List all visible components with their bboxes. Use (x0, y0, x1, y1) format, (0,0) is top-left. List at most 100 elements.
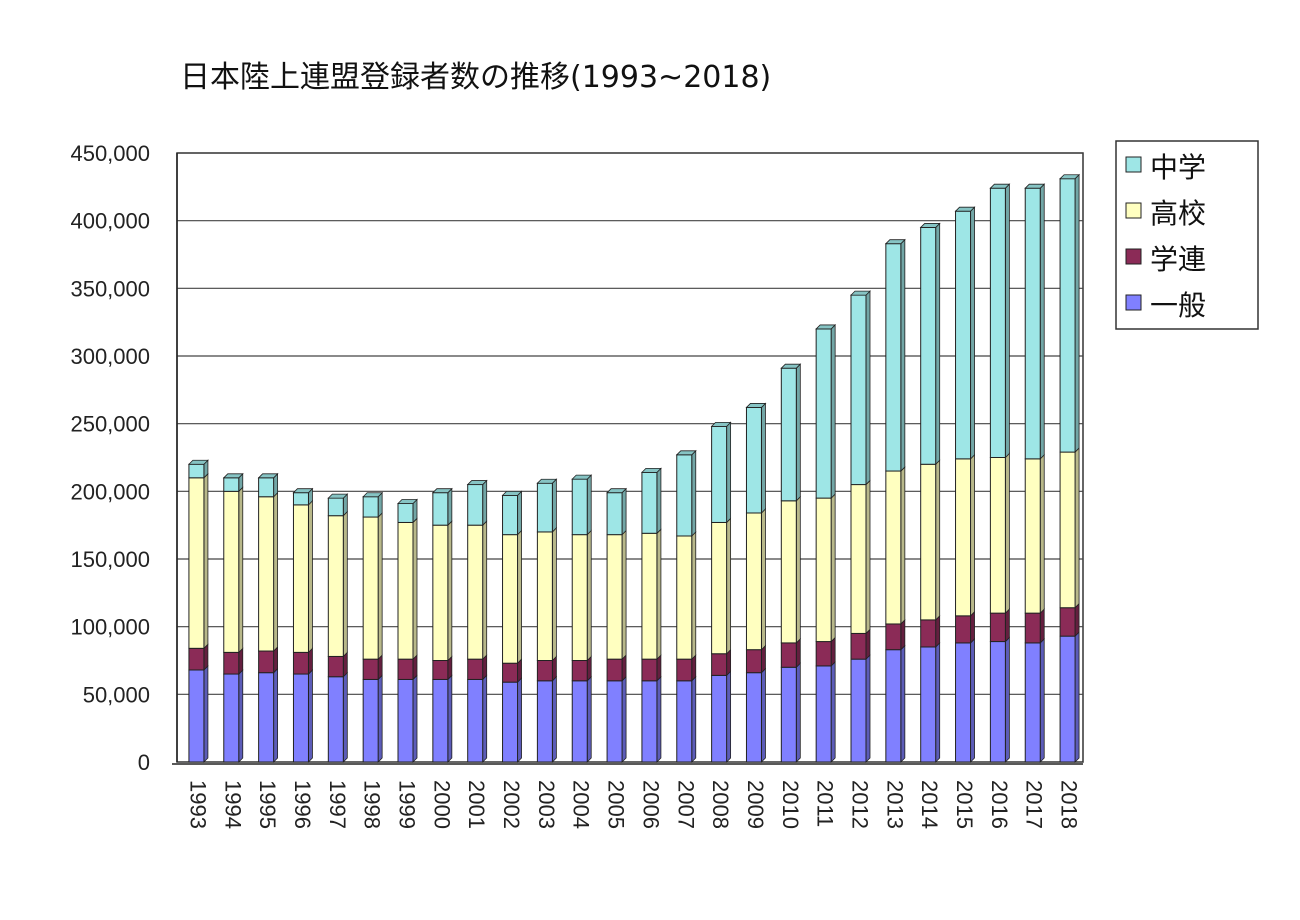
bar-segment-学連 (885, 623, 902, 651)
bar-segment-中学 (571, 478, 588, 536)
bar-segment-学連 (223, 651, 240, 675)
bar-segment-side (342, 510, 348, 658)
bar-segment-side (691, 675, 697, 763)
legend-swatch (1125, 294, 1142, 311)
x-tick-labels: 1993 1994 1995 1996 1997 1998 1999 2000 2001 2002… (185, 780, 1081, 829)
bar-segment-一般 (467, 678, 484, 763)
bar-segment-高校 (258, 496, 275, 652)
bar-segment-学連 (1059, 607, 1076, 637)
bar-top (397, 499, 418, 504)
bar-segment-side (935, 459, 941, 621)
bar-top (257, 473, 279, 479)
bar-segment-中学 (885, 243, 902, 472)
bar-segment-side (1074, 447, 1080, 609)
bar-segment-side (447, 674, 453, 763)
legend-label: 一般 (1150, 289, 1206, 322)
bar-segment-side (656, 467, 662, 535)
bar-segment-side (691, 449, 697, 537)
bar-segment-学連 (571, 660, 588, 682)
bar-segment-side (342, 671, 348, 763)
bar-top (466, 480, 488, 485)
bars (187, 173, 1081, 763)
x-tick-label: 1996 (290, 780, 315, 829)
bar-segment-中学 (641, 471, 658, 534)
bar-segment-side (412, 674, 418, 763)
bar-segment-学連 (467, 658, 484, 680)
bar-segment-高校 (1024, 458, 1041, 614)
bar-segment-一般 (955, 642, 972, 763)
bar-segment-中学 (850, 294, 867, 486)
bar-segment-一般 (397, 678, 414, 763)
bar-segment-中学 (676, 454, 693, 537)
legend-swatch (1125, 202, 1142, 219)
bar-segment-side (621, 675, 627, 763)
bar-segment-一般 (571, 680, 588, 763)
bar-segment-高校 (571, 534, 588, 662)
bar-segment-side (377, 512, 383, 661)
bar-segment-中学 (292, 492, 309, 506)
bar-top (501, 490, 523, 496)
bar-segment-学連 (292, 651, 309, 675)
bar-segment-side (656, 528, 662, 661)
x-tick-label: 2016 (987, 780, 1012, 829)
bar-segment-side (795, 637, 801, 669)
bar-top (884, 239, 906, 245)
bar-segment-side (970, 453, 975, 617)
gridlines (176, 152, 1084, 763)
bar-segment-学連 (920, 619, 937, 648)
bar-segment-side (482, 674, 488, 763)
bar-segment-中学 (955, 210, 972, 460)
bar-segment-学連 (641, 658, 658, 682)
bar-segment-高校 (502, 534, 519, 664)
bar-top (606, 488, 628, 494)
bar-segment-学連 (955, 615, 972, 644)
chart-title: 日本陸上連盟登録者数の推移(1993~2018) (180, 60, 772, 95)
bar-segment-一般 (745, 672, 762, 763)
bar-top (1059, 174, 1081, 180)
bar-segment-中学 (432, 492, 449, 526)
x-tick-label: 1993 (185, 780, 210, 829)
bar-segment-学連 (188, 647, 205, 671)
bar-top (745, 403, 767, 408)
bar-segment-中学 (536, 482, 553, 533)
bar-top (815, 324, 837, 330)
x-tick-label: 2014 (917, 780, 942, 829)
bar-segment-高校 (397, 521, 414, 660)
x-tick-label: 2004 (569, 780, 594, 829)
x-tick-label: 2008 (708, 780, 733, 829)
bar-segment-side (412, 517, 418, 661)
bar-segment-side (935, 614, 941, 648)
bar-segment-高校 (885, 470, 902, 625)
bar-segment-高校 (432, 524, 449, 662)
bar-segment-side (551, 675, 557, 763)
bar-segment-学連 (850, 632, 867, 660)
y-tick-label: 50,000 (83, 682, 150, 707)
bar-top (536, 478, 558, 484)
bar-segment-side (238, 669, 244, 763)
bar-segment-一般 (780, 666, 797, 763)
bar-segment-高校 (815, 497, 832, 643)
bar-segment-side (970, 206, 975, 460)
bar-segment-学連 (815, 641, 832, 667)
bar-segment-side (900, 618, 906, 651)
bar-segment-学連 (258, 650, 275, 674)
bar-segment-高校 (223, 490, 240, 653)
bar-segment-一般 (815, 665, 832, 763)
bar-segment-中学 (711, 425, 728, 523)
x-tick-label: 2010 (778, 780, 803, 829)
x-tick-label: 2012 (848, 780, 873, 829)
bar-segment-side (761, 667, 766, 763)
bar-segment-side (517, 529, 522, 665)
bar-segment-一般 (536, 680, 553, 763)
bar-segment-side (586, 675, 592, 763)
bar-segment-一般 (432, 678, 449, 763)
bar-segment-中学 (1024, 187, 1041, 460)
bar-segment-一般 (676, 680, 693, 763)
bar-segment-中学 (188, 463, 205, 479)
bar-segment-中学 (258, 477, 275, 498)
bar-segment-side (551, 478, 557, 533)
bar-segment-side (273, 491, 279, 652)
bar-top (780, 363, 802, 369)
x-tick-label: 1998 (360, 780, 385, 829)
plot-area (176, 152, 1084, 763)
